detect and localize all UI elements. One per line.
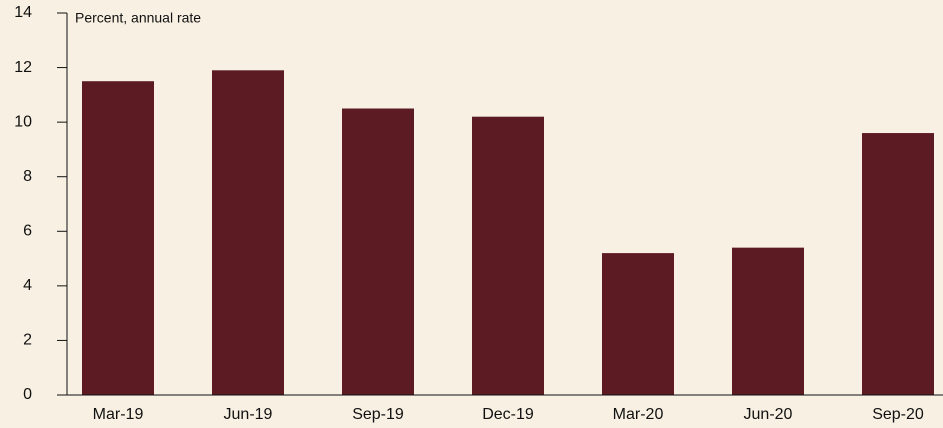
x-tick-label: Jun-20 bbox=[744, 406, 793, 423]
y-axis-label: Percent, annual rate bbox=[75, 10, 201, 26]
x-tick-label: Sep-20 bbox=[872, 406, 924, 423]
x-tick-label: Mar-19 bbox=[93, 406, 144, 423]
y-tick-label: 8 bbox=[23, 168, 32, 185]
y-tick-label: 6 bbox=[23, 223, 32, 240]
bar bbox=[602, 253, 674, 395]
bar bbox=[342, 108, 414, 395]
y-tick-label: 2 bbox=[23, 332, 32, 349]
x-tick-label: Mar-20 bbox=[613, 406, 664, 423]
x-tick-label: Jun-19 bbox=[224, 406, 273, 423]
y-tick-label: 12 bbox=[14, 59, 32, 76]
y-tick-label: 4 bbox=[23, 277, 32, 294]
bar bbox=[732, 247, 804, 395]
bar bbox=[862, 133, 934, 396]
bar bbox=[212, 70, 284, 396]
x-tick-label: Sep-19 bbox=[352, 406, 404, 423]
x-tick-label: Dec-19 bbox=[482, 406, 534, 423]
y-tick-label: 10 bbox=[14, 113, 32, 130]
y-tick-label: 0 bbox=[23, 386, 32, 403]
bar bbox=[472, 116, 544, 395]
y-tick-label: 14 bbox=[14, 4, 32, 21]
bar bbox=[82, 81, 154, 395]
